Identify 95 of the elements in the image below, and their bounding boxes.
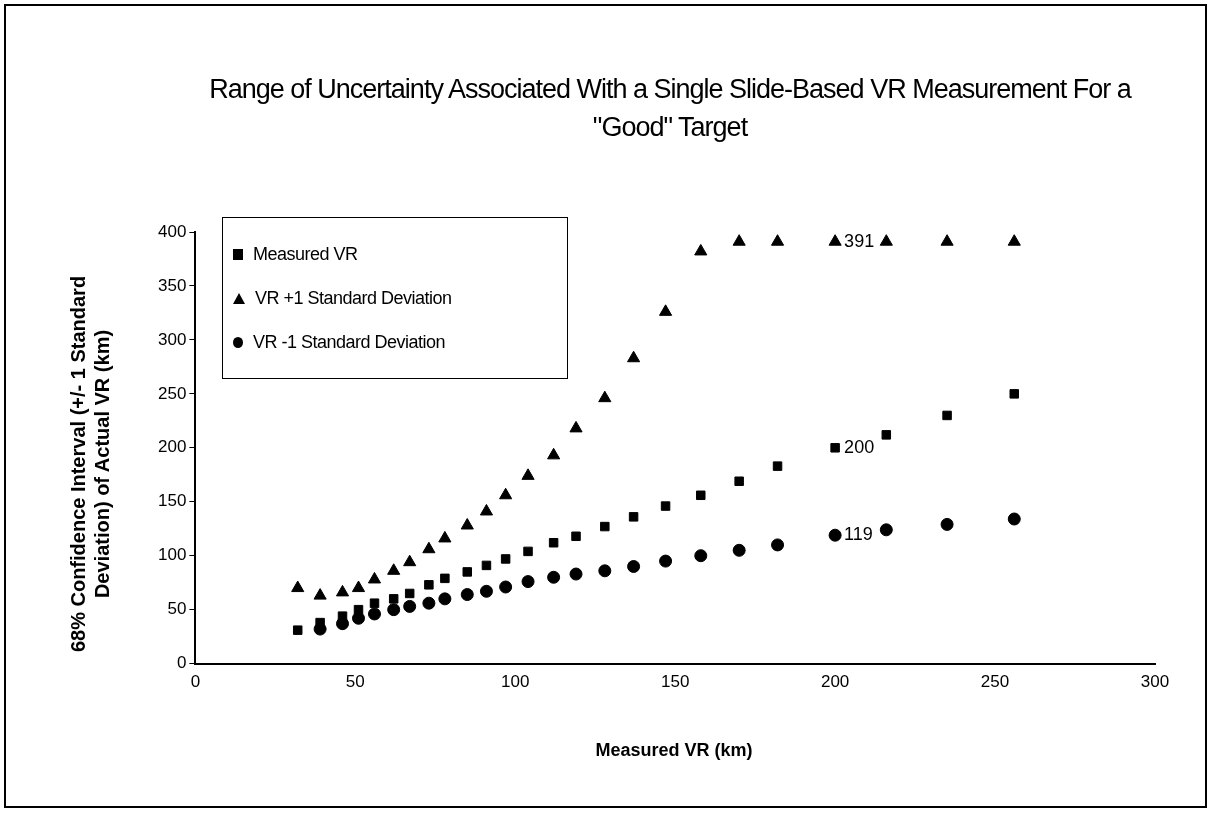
y-tick-label: 150	[157, 491, 187, 511]
point	[879, 234, 893, 246]
point	[403, 554, 417, 567]
x-tick-label: 0	[190, 672, 201, 692]
point	[481, 560, 492, 571]
point	[388, 594, 399, 604]
point	[499, 580, 513, 594]
point	[940, 234, 954, 246]
legend-label: Measured VR	[253, 243, 358, 265]
point	[569, 420, 583, 433]
point	[600, 521, 610, 532]
y-tick-label: 400	[157, 221, 187, 241]
point	[479, 503, 494, 516]
point	[460, 517, 474, 530]
point	[940, 517, 954, 531]
point	[830, 443, 840, 453]
data-label: 391	[844, 230, 875, 251]
point	[499, 487, 513, 500]
y-tick-label: 250	[157, 383, 187, 403]
point	[462, 567, 472, 577]
point	[403, 599, 417, 613]
point	[696, 490, 706, 501]
y-axis-title: 68% Confidence Interval (+/- 1 Standard Deviation) of Actual VR (km)	[66, 274, 114, 655]
point	[660, 501, 671, 511]
point	[369, 598, 380, 608]
y-tick-label: 300	[157, 329, 187, 349]
chart-title: Range of Uncertainty Associated With a Single Slide-Based VR Measurement For a "Good" Target	[208, 73, 1133, 144]
x-tick-label: 50	[345, 672, 365, 692]
point	[694, 549, 708, 563]
point	[422, 541, 436, 554]
point	[628, 512, 639, 522]
point	[521, 575, 535, 589]
point	[548, 538, 559, 548]
point	[422, 596, 436, 610]
point	[732, 234, 746, 246]
point	[881, 430, 892, 440]
x-tick-label: 300	[1140, 672, 1170, 692]
point	[368, 607, 381, 621]
legend-label: VR +1 Standard Deviation	[255, 287, 452, 309]
point	[1007, 512, 1021, 526]
point	[828, 234, 842, 246]
point	[547, 570, 561, 584]
point	[569, 567, 583, 581]
point	[337, 611, 348, 621]
x-tick-label: 100	[501, 672, 530, 692]
point	[313, 588, 327, 600]
y-tick-label: 100	[157, 545, 187, 565]
point	[440, 573, 450, 584]
point	[771, 538, 785, 552]
point	[521, 468, 535, 480]
point	[351, 580, 366, 593]
point	[598, 390, 612, 403]
point	[571, 531, 581, 542]
point	[694, 243, 708, 256]
point	[770, 234, 785, 246]
data-label: 200	[844, 436, 875, 457]
point	[387, 563, 401, 575]
point	[627, 559, 641, 573]
point	[547, 447, 561, 460]
y-tick-label: 200	[157, 437, 187, 457]
point	[335, 584, 350, 597]
x-tick-label: 250	[980, 672, 1010, 692]
y-tick-label: 350	[157, 275, 187, 295]
point	[598, 564, 612, 578]
point	[353, 604, 364, 615]
point	[424, 580, 434, 590]
y-tick-label: 0	[176, 653, 187, 673]
legend-label: VR -1 Standard Deviation	[253, 331, 446, 353]
point	[479, 584, 493, 598]
point	[438, 530, 452, 543]
point	[500, 554, 511, 564]
x-axis-title: Measured VR (km)	[594, 740, 754, 761]
point	[627, 350, 641, 363]
x-tick-label: 150	[660, 672, 690, 692]
point	[367, 571, 382, 584]
point	[732, 543, 746, 557]
point	[772, 461, 783, 471]
point	[659, 554, 673, 568]
point	[387, 603, 401, 617]
point	[879, 523, 893, 537]
x-tick-label: 200	[820, 672, 850, 692]
data-label: 119	[844, 524, 873, 545]
point	[438, 592, 452, 606]
point	[828, 528, 842, 542]
point	[460, 588, 474, 602]
point	[292, 625, 303, 635]
point	[1009, 389, 1019, 399]
point	[404, 588, 415, 599]
y-tick-label: 50	[167, 599, 187, 619]
point	[1007, 234, 1021, 246]
point	[734, 476, 744, 486]
point	[942, 410, 952, 421]
point	[291, 580, 305, 593]
point	[523, 546, 533, 557]
point	[659, 304, 673, 316]
